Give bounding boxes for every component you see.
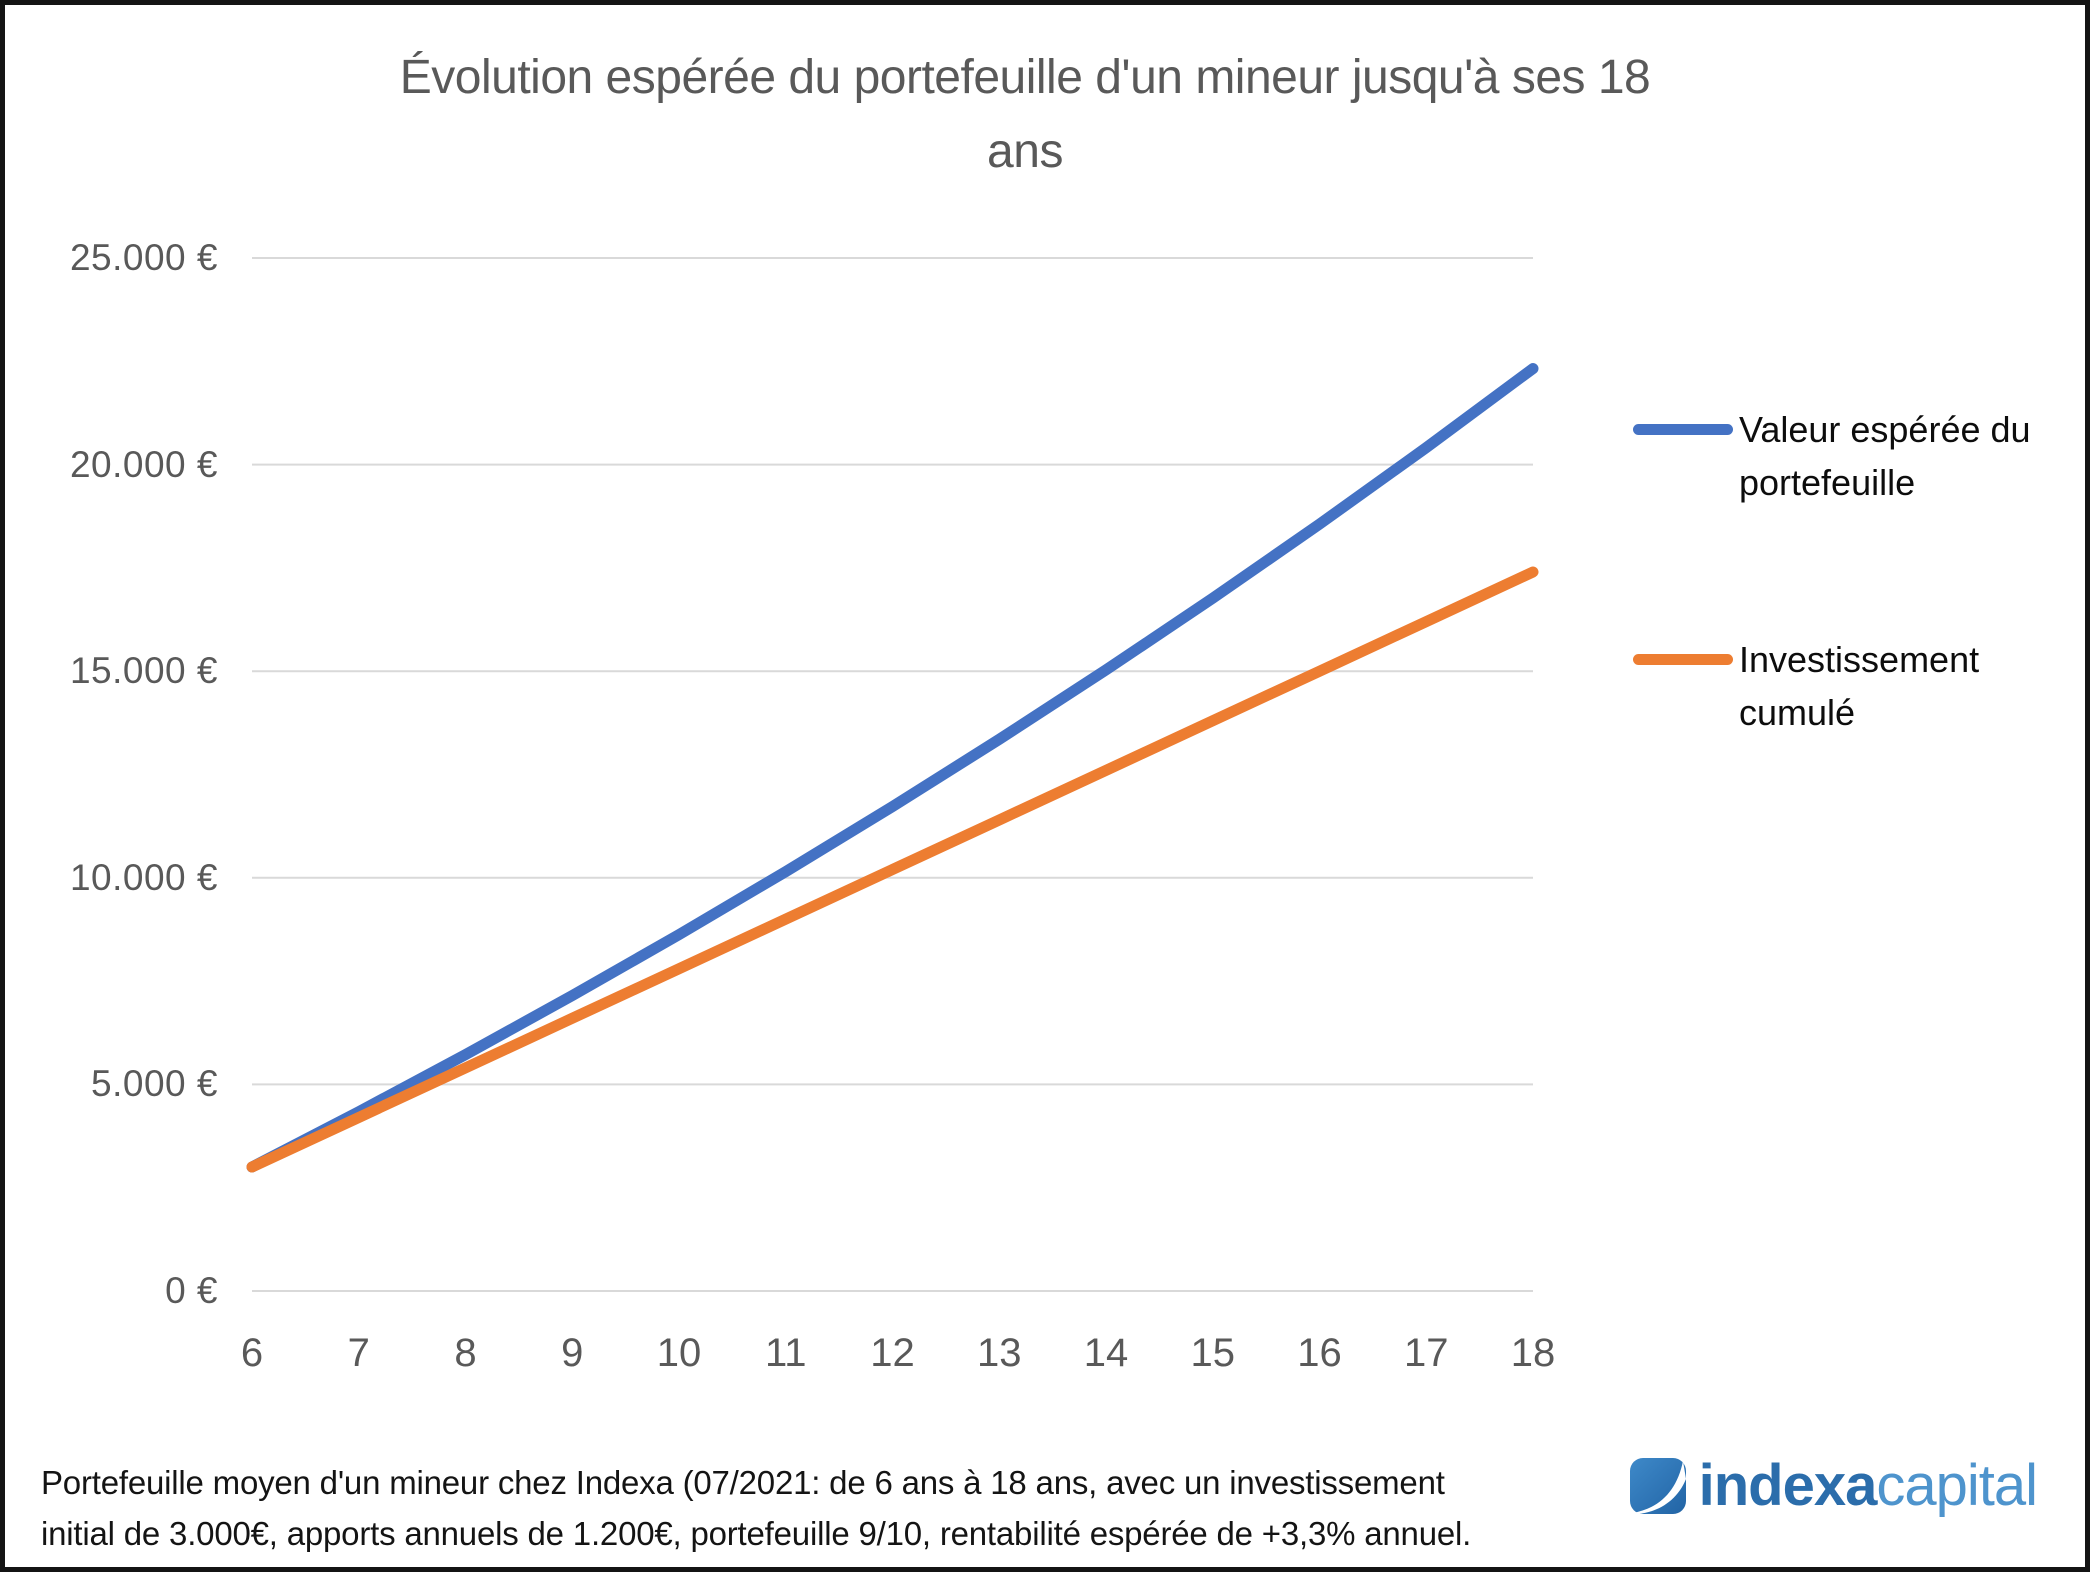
series-line-0 — [246, 363, 1539, 1173]
series-line-1 — [246, 566, 1539, 1173]
y-tick-label: 15.000 € — [69, 650, 218, 692]
x-tick-label: 10 — [656, 1331, 702, 1375]
legend-swatch-blue-line — [1633, 424, 1733, 435]
y-tick-label: 20.000 € — [69, 443, 218, 485]
legend-label: Valeur espérée du portefeuille — [1739, 409, 2031, 503]
chart-title: Évolution espérée du portefeuille d'un m… — [5, 41, 2045, 189]
legend-item-investissement-cumule: Investissement cumulé — [1633, 633, 2049, 739]
y-tick-label: 0 € — [165, 1270, 218, 1311]
x-tick-label: 16 — [1297, 1331, 1342, 1375]
plot-area — [246, 257, 1539, 1292]
y-tick-label: 10.000 € — [69, 856, 218, 898]
source-note-line2: initial de 3.000€, apports annuels de 1.… — [41, 1515, 1472, 1552]
x-tick-label: 18 — [1510, 1331, 1556, 1375]
legend-label: Investissement cumulé — [1739, 639, 1980, 733]
indexa-swoosh-icon — [1629, 1458, 1686, 1514]
y-tick-label: 5.000 € — [91, 1063, 218, 1105]
x-tick-label: 6 — [240, 1331, 264, 1375]
source-note: Portefeuille moyen d'un mineur chez Inde… — [41, 1457, 1471, 1559]
y-tick-label: 25.000 € — [69, 237, 218, 278]
x-tick-label: 11 — [764, 1331, 807, 1375]
indexa-capital-logo: indexacapital — [1629, 1457, 2038, 1515]
source-note-line1: Portefeuille moyen d'un mineur chez Inde… — [41, 1464, 1445, 1501]
chart-title-line1: Évolution espérée du portefeuille d'un m… — [399, 51, 1651, 104]
x-tick-label: 17 — [1404, 1331, 1449, 1375]
x-tick-label: 7 — [347, 1331, 370, 1375]
legend-swatch-orange-line — [1633, 654, 1733, 665]
legend-item-valeur-esperee: Valeur espérée du portefeuille — [1633, 403, 2049, 509]
x-tick-label: 14 — [1083, 1331, 1129, 1375]
logo-text-capital: capital — [1876, 1453, 2038, 1518]
logo-wordmark: indexacapital — [1699, 1457, 2038, 1515]
x-tick-label: 15 — [1190, 1331, 1236, 1375]
x-tick-label: 12 — [870, 1331, 915, 1375]
x-tick-label: 9 — [561, 1331, 584, 1375]
chart-title-line2: ans — [987, 125, 1063, 178]
logo-text-indexa: indexa — [1698, 1453, 1878, 1518]
x-tick-label: 8 — [454, 1331, 477, 1375]
x-tick-label: 13 — [977, 1331, 1022, 1375]
